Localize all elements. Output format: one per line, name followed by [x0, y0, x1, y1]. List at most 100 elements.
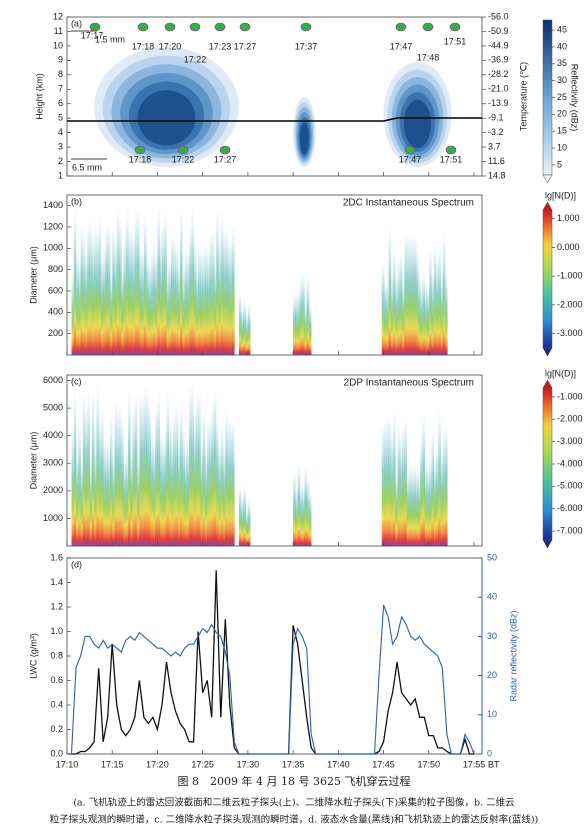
x-tick-label: 17:50	[418, 759, 441, 769]
spectrum-column	[438, 409, 441, 546]
y-tick-label: 1.2	[50, 601, 63, 611]
colorbar-tick-label: 5	[557, 159, 562, 169]
spectrum-column	[177, 258, 181, 355]
spectrum-column	[107, 223, 111, 355]
y-tick-label: 10	[53, 40, 63, 50]
spectrum-column	[150, 425, 154, 546]
foreground-layer: (a)Height (km)12345678910111251015202530…	[28, 11, 582, 769]
spectrum-column	[71, 429, 75, 546]
colorbar-tick-label: -1.000	[557, 271, 583, 281]
spectrum-column	[245, 507, 249, 546]
spectrum-column	[388, 227, 392, 355]
spectrum-column	[293, 292, 296, 355]
spectrum-column	[195, 260, 199, 355]
particle-image	[449, 22, 461, 32]
spectrum-column	[143, 384, 147, 546]
spectrum-column	[411, 465, 414, 546]
spectrum-column	[112, 224, 115, 355]
spectrum-column	[157, 392, 161, 546]
y2-tick-label: -21.0	[488, 84, 509, 94]
particle-time: 17:37	[295, 41, 318, 51]
spectrum-column	[232, 224, 235, 355]
spectrum-column	[223, 227, 226, 355]
spectrum-column	[213, 387, 217, 546]
x-tick-label: 17:25	[191, 759, 214, 769]
spectrum-column	[431, 271, 435, 355]
particle-time: 17:18	[129, 154, 152, 164]
spectrum-column	[207, 248, 210, 355]
x-tick-label: 17:35	[282, 759, 305, 769]
y-tick-label: 1.4	[50, 577, 63, 587]
spectrum-column	[404, 415, 407, 546]
spectrum-column	[182, 267, 185, 355]
x-tick-label: 17:40	[327, 759, 350, 769]
spectrum-column	[413, 464, 416, 546]
spectrum-column	[103, 245, 106, 355]
spectrum-column	[78, 420, 81, 546]
particle-image	[395, 22, 407, 32]
spectrum-column	[103, 437, 106, 546]
spectrum-column	[395, 276, 398, 355]
y-tick-label: 3000	[43, 458, 63, 468]
spectrum-column	[175, 402, 179, 546]
y-tick-label: 600	[48, 285, 63, 295]
panel-title: 2DC Instantaneous Spectrum	[343, 198, 474, 209]
particle-time: 17:18	[132, 41, 155, 51]
particle-time: 17:23	[209, 41, 232, 51]
particle-image	[422, 22, 434, 32]
panel-label: (a)	[71, 18, 82, 28]
caption-note: (a. 飞机轨迹上的雷达回波截面和二维云粒子探头(上)、二维降水粒子探头(下)采…	[73, 797, 514, 809]
spectrum-column	[125, 208, 129, 355]
spectrum-column	[445, 423, 448, 546]
y2-tick-label: 3.7	[488, 141, 501, 151]
spectrum-column	[82, 389, 86, 546]
x-tick-label: 17:10	[56, 759, 79, 769]
spectrum-column	[241, 497, 244, 546]
spectrum-column	[308, 303, 312, 355]
spectrum-column	[216, 421, 219, 546]
spectrum-column	[406, 233, 410, 355]
spectrum-column	[299, 481, 303, 546]
spectrum-column	[130, 447, 133, 546]
echo	[299, 122, 309, 155]
spectrum-column	[390, 271, 394, 355]
spectrum-column	[420, 433, 423, 546]
panel-label: (d)	[71, 559, 82, 569]
spectrum-column	[123, 236, 127, 355]
spectrum-column	[155, 251, 158, 355]
colorbar-end	[542, 539, 553, 549]
y-tick-label: 12	[53, 11, 63, 21]
spectrum-column	[417, 268, 421, 355]
spectrum-column	[193, 410, 197, 546]
figure-title: 图 8 2009 年 4 月 18 号 3625 飞机穿云过程	[178, 774, 411, 788]
y-tick-label: 0.8	[50, 650, 63, 660]
spectrum-column	[195, 392, 199, 546]
spectrum-column	[193, 236, 197, 355]
scale-label: 6.5 mm	[72, 162, 102, 172]
y-tick-label: 1.6	[50, 552, 63, 562]
spectrum-column	[182, 425, 185, 546]
spectrum-column	[112, 452, 115, 546]
spectrum-column	[166, 267, 170, 355]
y-tick-label: 1200	[43, 221, 63, 231]
spectrum-column	[121, 420, 124, 546]
x-tick-label: 17:45	[372, 759, 395, 769]
particle-time: 17:22	[172, 154, 195, 164]
spectrum-column	[406, 468, 410, 546]
y2-axis-label: Temperature (℃)	[518, 62, 528, 131]
spectrum-column	[297, 463, 301, 546]
spectrum-column	[184, 246, 188, 355]
y2-tick-label: 20	[487, 670, 497, 680]
x-tick-label: 17:30	[237, 759, 260, 769]
colorbar-label: lg[N(D)]	[545, 368, 576, 378]
spectrum-column	[200, 442, 203, 546]
spectrum-column	[116, 208, 120, 355]
colorbar-tick-label: 0.000	[557, 242, 580, 252]
spectrum-column	[397, 258, 401, 355]
y-tick-label: 3	[58, 141, 63, 151]
spectrum-column	[227, 236, 231, 355]
colorbar-tick-label: 20	[557, 109, 567, 119]
y2-tick-label: 50	[487, 552, 497, 562]
echo	[137, 90, 196, 146]
particle-image	[177, 145, 189, 155]
